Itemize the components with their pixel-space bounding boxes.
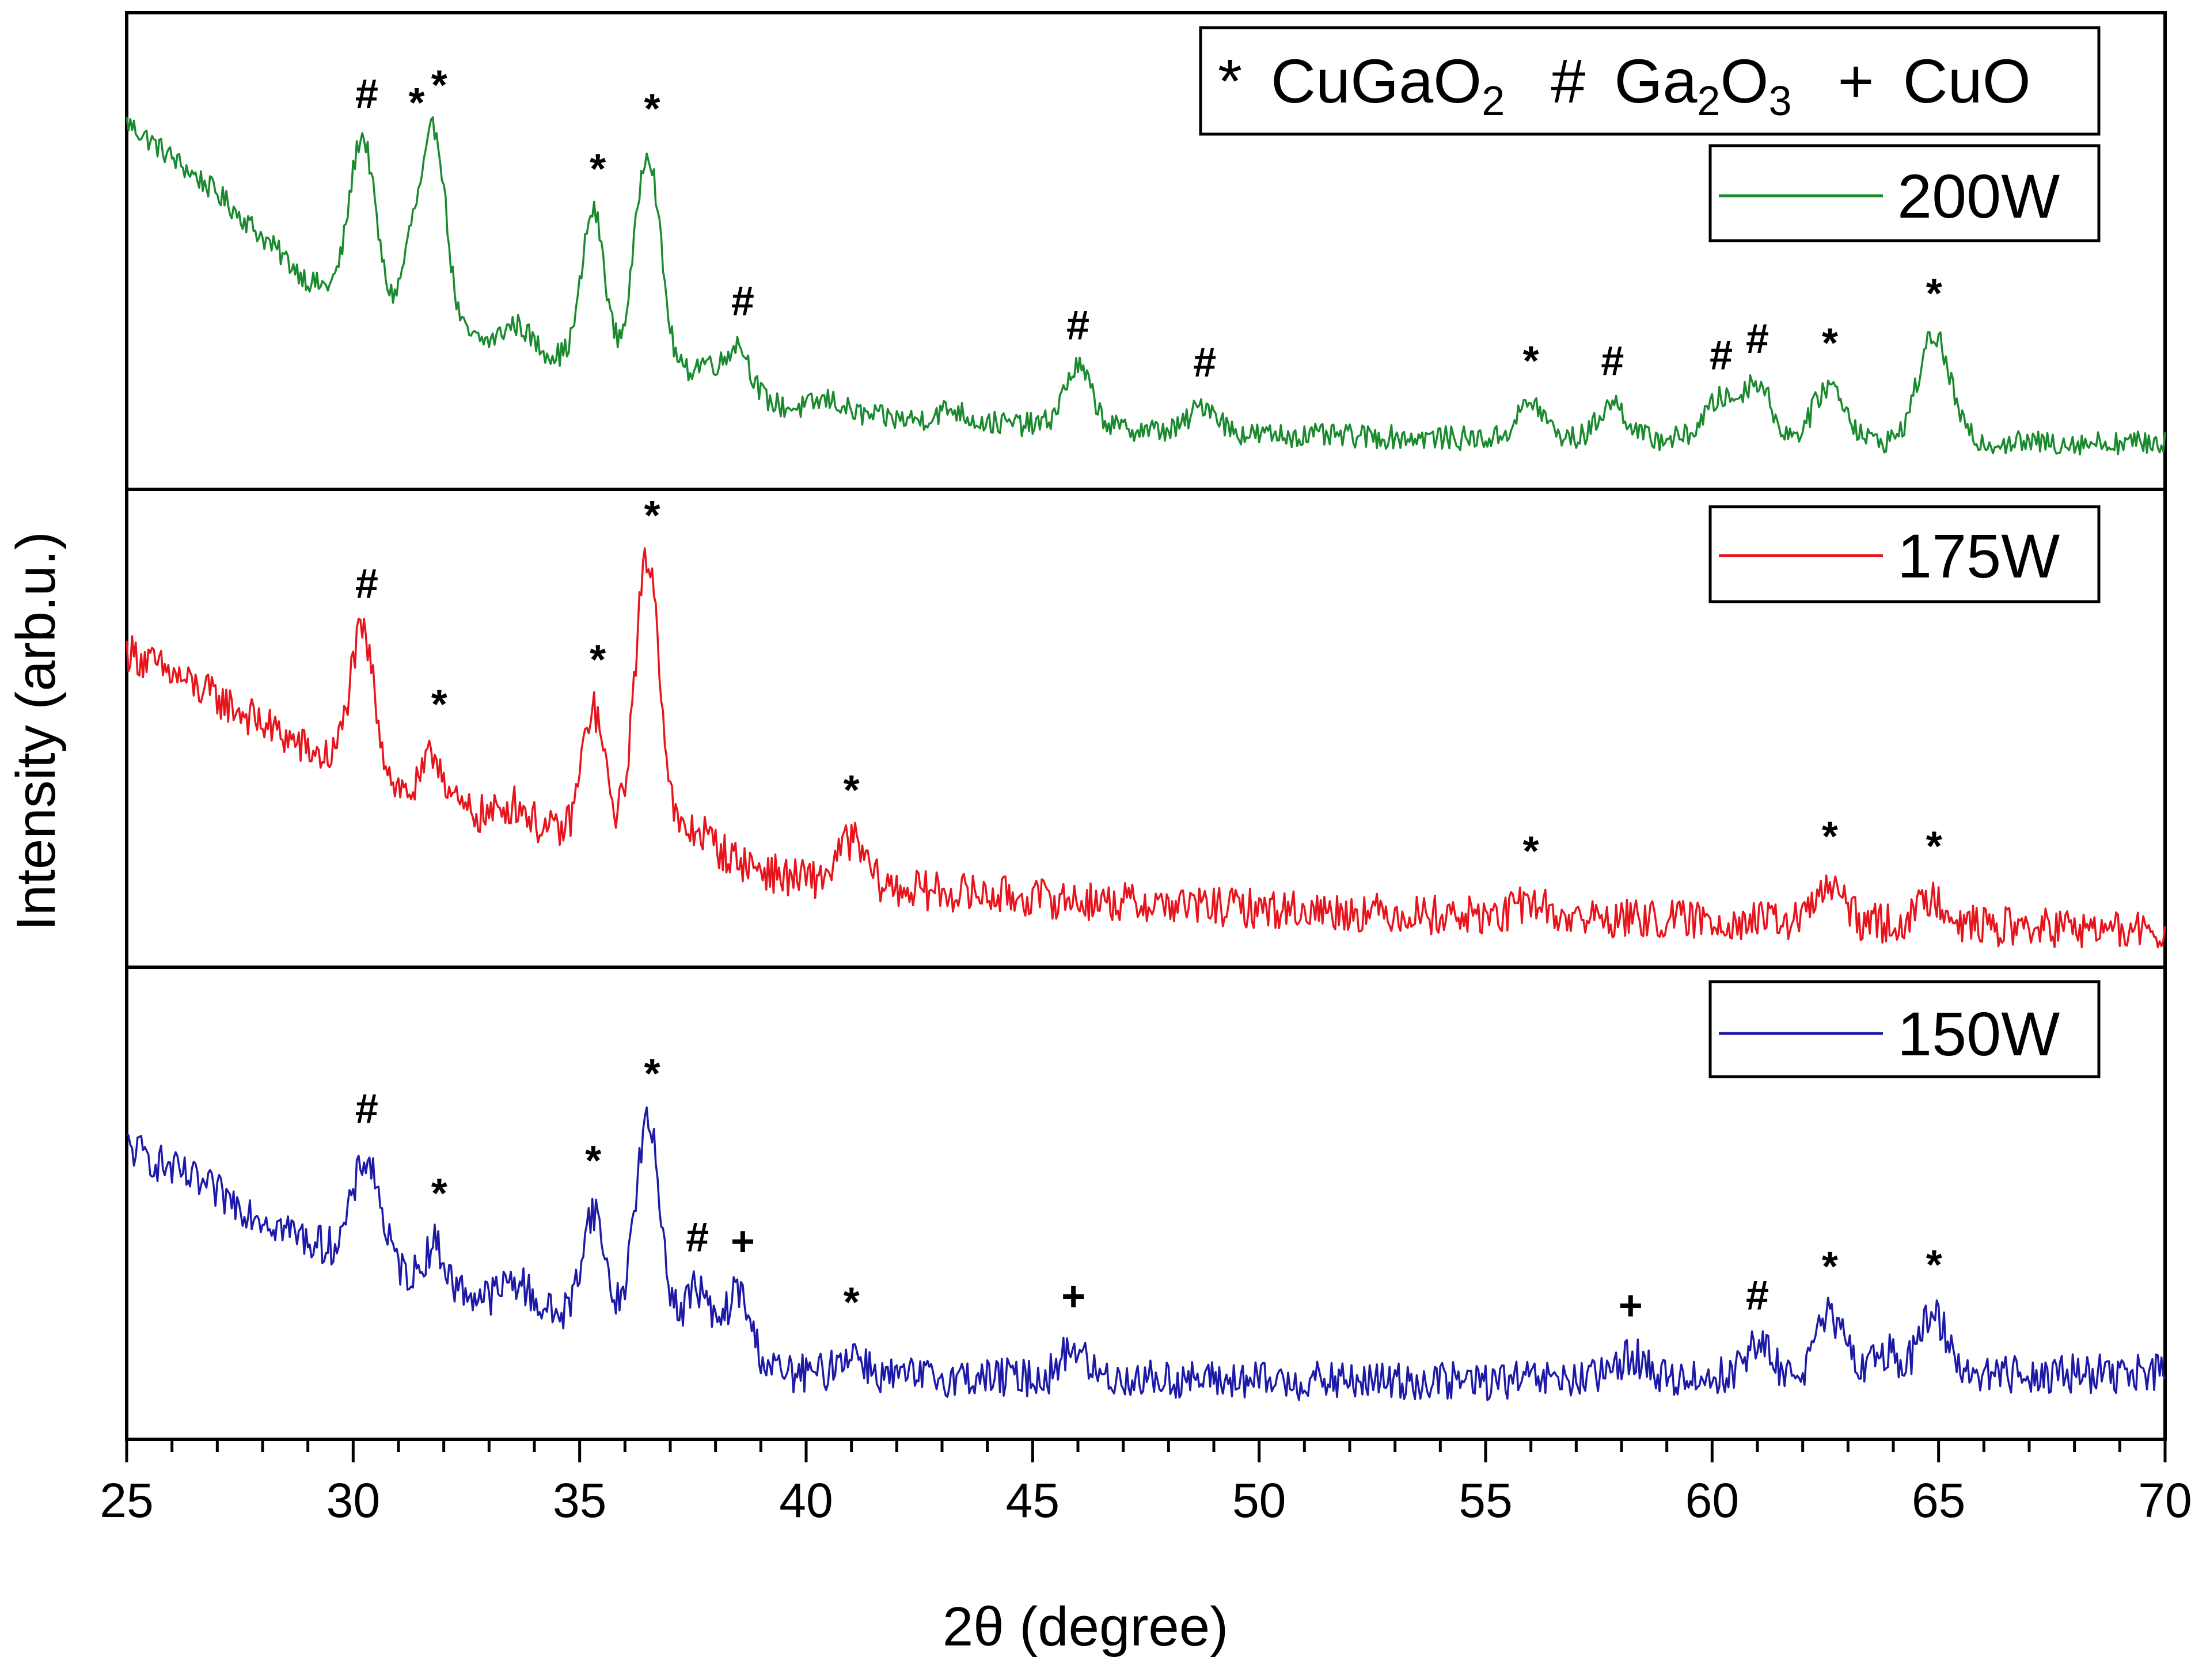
legend-175w: 175W — [1708, 505, 2101, 603]
peak-marker: * — [1926, 271, 1942, 317]
peak-marker: * — [1523, 338, 1539, 384]
panel-frame-150W — [125, 966, 2167, 1441]
peak-marker: * — [644, 493, 660, 539]
x-tick-label: 45 — [1006, 1473, 1060, 1527]
peak-marker: * — [844, 767, 860, 814]
peak-marker: # — [1066, 303, 1089, 349]
peak-marker: * — [590, 637, 606, 683]
phase-name-cugao: CuGaO — [1271, 46, 1482, 116]
x-tick-label: 35 — [553, 1473, 606, 1527]
legend-200w: 200W — [1708, 144, 2101, 242]
phase-name-o: O — [1720, 46, 1768, 116]
peak-marker: + — [1619, 1283, 1643, 1329]
x-axis: 25 30 35 40 45 50 55 60 65 70 — [100, 1439, 2192, 1527]
legend-150w: 150W — [1708, 980, 2101, 1078]
phase-symbol-star: * — [1218, 46, 1242, 116]
x-axis-title: 2θ (degree) — [943, 1596, 1228, 1658]
y-axis-title: Intensity (arb.u.) — [5, 531, 67, 931]
x-tick-label: 55 — [1459, 1473, 1512, 1527]
peak-marker: # — [355, 1086, 378, 1132]
peak-markers: # * ***### * # # # **#***** * *#***# +* + + #* * — [355, 62, 1942, 1329]
peak-marker: # — [686, 1214, 709, 1260]
x-tick-label: 30 — [326, 1473, 380, 1527]
peak-marker: * — [431, 682, 447, 728]
phase-sub-cugao: 2 — [1482, 78, 1505, 124]
legend-200w-label: 200W — [1897, 161, 2060, 231]
phase-legend-text: * CuGaO2 # Ga2O3 + CuO — [1218, 46, 2031, 128]
peak-marker: # — [1746, 1273, 1769, 1319]
peak-marker: * — [1822, 1244, 1838, 1290]
trace-200W — [126, 116, 2166, 456]
peak-marker: * — [644, 1051, 660, 1097]
x-tick-label: 70 — [2138, 1473, 2192, 1527]
legend-150w-label: 150W — [1897, 999, 2060, 1069]
xrd-traces — [126, 116, 2166, 1401]
peak-marker: # — [1193, 340, 1216, 386]
peak-marker: * — [590, 146, 606, 192]
phase-legend-box — [1199, 26, 2101, 136]
peak-marker: * — [431, 62, 447, 108]
peak-marker: # — [1746, 316, 1769, 362]
trace-175W — [126, 547, 2166, 948]
peak-marker: * — [431, 1170, 447, 1217]
trace-150W — [126, 1106, 2166, 1401]
peak-marker: + — [731, 1218, 755, 1264]
peak-marker: * — [844, 1280, 860, 1326]
phase-sub-o: 3 — [1768, 78, 1791, 124]
phase-name-ga: Ga — [1614, 46, 1698, 116]
peak-marker: # — [1710, 332, 1733, 378]
peak-marker: * — [408, 80, 424, 126]
phase-sub-ga: 2 — [1697, 78, 1720, 124]
legend-175w-label: 175W — [1897, 521, 2060, 591]
x-tick-label: 65 — [1912, 1473, 1965, 1527]
peak-marker: * — [1822, 814, 1838, 860]
peak-marker: # — [731, 278, 754, 324]
phase-symbol-plus: + — [1838, 46, 1874, 116]
phase-legend: * CuGaO2 # Ga2O3 + CuO — [1199, 26, 2101, 136]
x-tick-label: 60 — [1685, 1473, 1739, 1527]
peak-marker: * — [585, 1138, 601, 1184]
phase-symbol-hash: # — [1551, 46, 1585, 116]
peak-marker: + — [1061, 1274, 1085, 1320]
peak-marker: # — [1601, 338, 1624, 384]
x-tick-label: 40 — [779, 1473, 833, 1527]
peak-marker: * — [1822, 321, 1838, 367]
peak-marker: # — [355, 561, 378, 607]
plot-frames — [125, 11, 2167, 1441]
legend-150w-box — [1708, 980, 2101, 1078]
peak-marker: * — [1523, 828, 1539, 875]
x-tick-label: 50 — [1232, 1473, 1286, 1527]
peak-marker: * — [1926, 1242, 1942, 1288]
peak-marker: # — [355, 71, 378, 117]
phase-name-cuo: CuO — [1903, 46, 2031, 116]
peak-marker: * — [1926, 824, 1942, 870]
legend-200w-box — [1708, 144, 2101, 242]
peak-marker: * — [644, 86, 660, 132]
x-tick-label: 25 — [100, 1473, 153, 1527]
